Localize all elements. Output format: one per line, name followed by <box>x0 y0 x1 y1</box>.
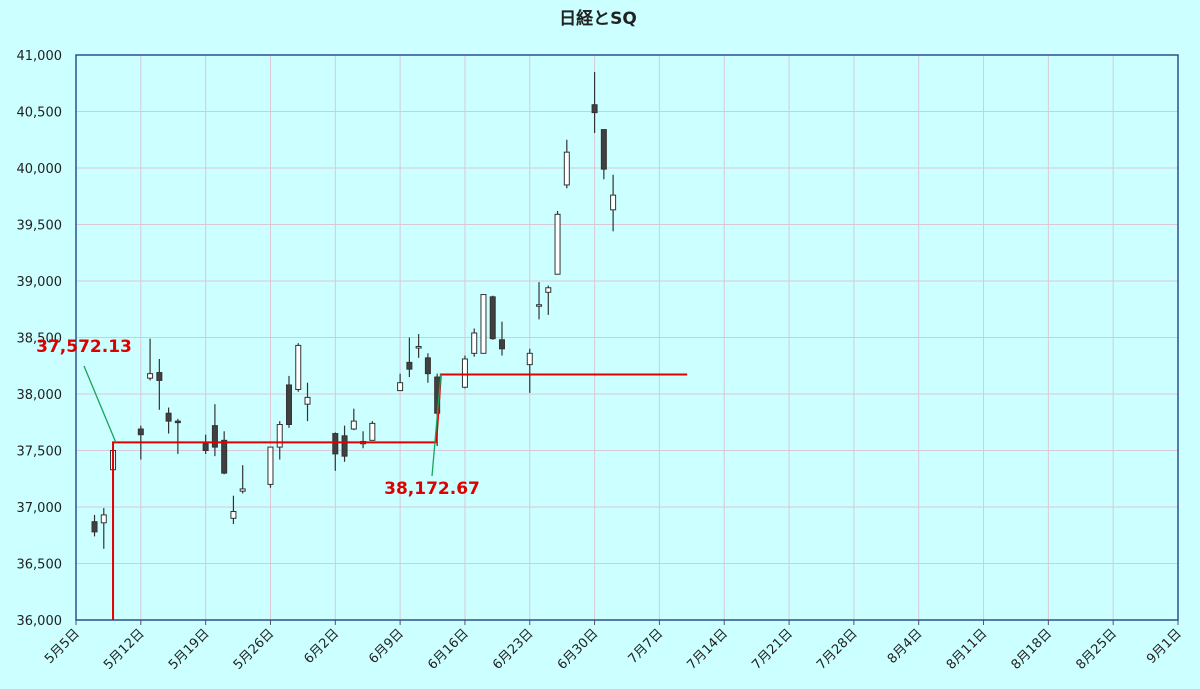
y-tick-label: 36,000 <box>17 614 63 629</box>
candle-body <box>230 511 237 519</box>
candle-body <box>156 372 163 381</box>
candle-body <box>332 433 339 455</box>
leader-line <box>431 374 442 477</box>
candle-body <box>202 443 209 452</box>
candle-body <box>91 521 98 533</box>
sq-label: 38,172.67 <box>384 479 480 499</box>
y-tick-label: 39,500 <box>17 219 63 234</box>
candle-body <box>536 304 543 307</box>
candle-body <box>600 129 607 170</box>
candle-body <box>147 373 154 379</box>
y-tick-label: 38,000 <box>17 388 63 403</box>
sq-line <box>112 373 688 620</box>
y-tick-label: 36,500 <box>17 558 63 573</box>
y-tick-label: 37,000 <box>17 501 63 516</box>
candle-body <box>563 151 570 186</box>
candle-body <box>350 420 357 430</box>
candle-body <box>526 352 533 366</box>
candle-body <box>165 412 172 422</box>
y-tick-label: 41,000 <box>17 49 63 64</box>
candle-body <box>137 428 144 436</box>
candle-body <box>471 332 478 354</box>
candle-body <box>239 488 246 492</box>
candle-body <box>341 435 348 457</box>
candle-body <box>304 396 311 405</box>
candle-body <box>221 439 228 474</box>
candle-body <box>610 194 617 211</box>
y-tick-label: 39,000 <box>17 275 63 290</box>
candle-body <box>267 446 274 485</box>
candle-body <box>369 422 376 441</box>
plot-border <box>75 54 1179 621</box>
candle-body <box>591 104 598 114</box>
candle-body <box>489 296 496 340</box>
candle-body <box>100 514 107 524</box>
y-tick-label: 38,500 <box>17 332 63 347</box>
candle-body <box>424 357 431 375</box>
y-tick-label: 37,500 <box>17 445 63 460</box>
candle-body <box>276 424 283 448</box>
candle-body <box>406 361 413 370</box>
candle-body <box>285 384 292 426</box>
candle-body <box>295 344 302 390</box>
candle-body <box>415 346 422 349</box>
leader-line <box>83 365 117 443</box>
candle-body <box>554 213 561 275</box>
candle-body <box>397 382 404 392</box>
candle-body <box>498 339 505 350</box>
chart-title: 日経とSQ <box>559 8 637 29</box>
candle-body <box>461 358 468 388</box>
candle-body <box>211 425 218 448</box>
y-tick-label: 40,500 <box>17 106 63 121</box>
sq-label: 37,572.13 <box>36 337 132 357</box>
candle-body <box>174 420 181 424</box>
y-tick-label: 40,000 <box>17 162 63 177</box>
candle-body <box>545 287 552 293</box>
candle-body <box>480 294 487 354</box>
